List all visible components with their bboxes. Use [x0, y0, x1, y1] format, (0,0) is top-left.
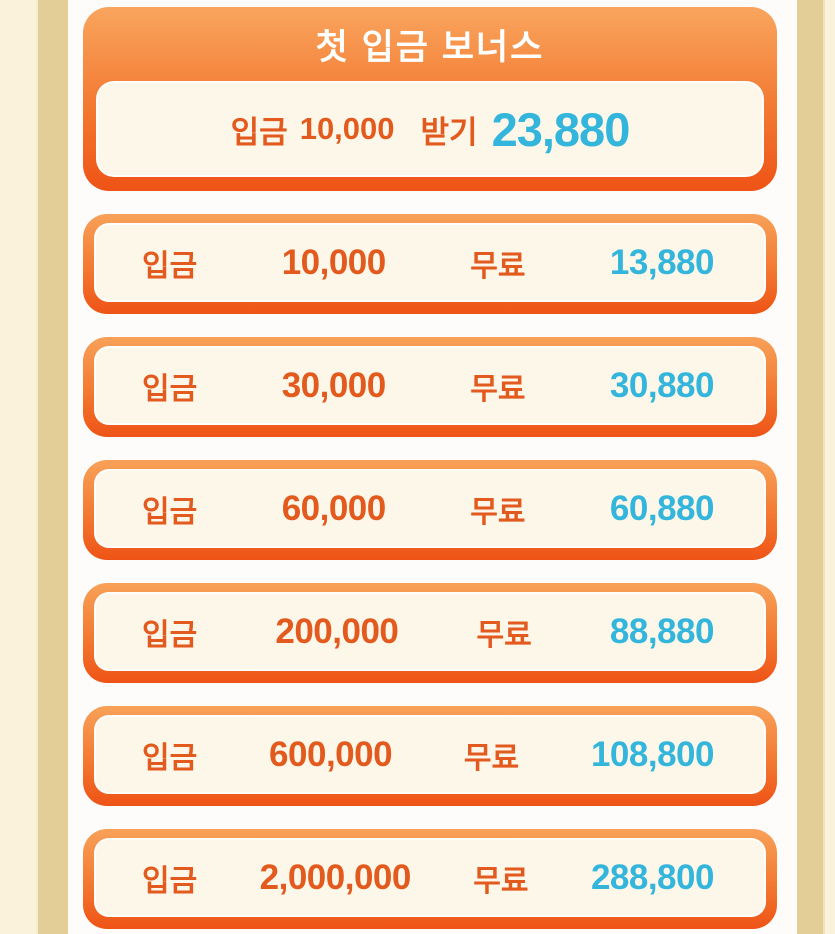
deposit-label: 입금 [142, 741, 198, 775]
deposit-amount: 10,000 [281, 242, 387, 282]
bonus-list: 첫 입금 보너스 입금 10,000 받기 23,880 입금 10,000 무… [83, 0, 777, 929]
deposit-label: 입금 [142, 249, 198, 283]
right-cream-stripe [823, 0, 835, 934]
bonus-tier-row[interactable]: 입금 10,000 무료 13,880 [83, 214, 777, 314]
deposit-label: 입금 [230, 114, 288, 150]
deposit-label: 입금 [142, 864, 198, 898]
bonus-amount: 288,800 [590, 857, 715, 897]
bonus-tier-row-panel: 입금 60,000 무료 60,880 [94, 469, 766, 548]
free-label: 무료 [476, 618, 532, 652]
bonus-tier-row[interactable]: 입금 600,000 무료 108,800 [83, 706, 777, 806]
left-tan-stripe [36, 0, 68, 934]
bonus-tier-row-panel: 입금 10,000 무료 13,880 [94, 223, 766, 302]
bonus-tier-row-panel: 입금 2,000,000 무료 288,800 [94, 838, 766, 917]
bonus-tier-row[interactable]: 입금 60,000 무료 60,880 [83, 460, 777, 560]
deposit-amount: 60,000 [281, 488, 387, 528]
free-label: 무료 [470, 495, 526, 529]
bonus-tier-row[interactable]: 입금 30,000 무료 30,880 [83, 337, 777, 437]
bonus-amount: 23,880 [491, 102, 631, 156]
free-label: 무료 [473, 864, 529, 898]
bonus-amount: 88,880 [609, 611, 715, 651]
page-title: 첫 입금 보너스 [315, 27, 545, 67]
deposit-amount: 10,000 [299, 111, 395, 146]
first-deposit-bonus-card: 첫 입금 보너스 입금 10,000 받기 23,880 [83, 7, 777, 191]
claim-label: 받기 [420, 114, 478, 150]
bonus-amount: 30,880 [609, 365, 715, 405]
deposit-label: 입금 [142, 495, 198, 529]
bonus-amount: 60,880 [609, 488, 715, 528]
free-label: 무료 [470, 249, 526, 283]
bonus-tier-row[interactable]: 입금 200,000 무료 88,880 [83, 583, 777, 683]
deposit-amount: 2,000,000 [259, 857, 412, 897]
deposit-amount: 200,000 [275, 611, 399, 651]
deposit-label: 입금 [142, 618, 198, 652]
bonus-tier-row-panel: 입금 30,000 무료 30,880 [94, 346, 766, 425]
deposit-amount: 30,000 [281, 365, 387, 405]
bonus-tier-row-panel: 입금 200,000 무료 88,880 [94, 592, 766, 671]
bonus-amount: 13,880 [609, 242, 715, 282]
bonus-tier-row-panel: 입금 600,000 무료 108,800 [94, 715, 766, 794]
deposit-amount: 600,000 [269, 734, 393, 774]
left-cream-stripe [0, 0, 36, 934]
bonus-amount: 108,800 [590, 734, 715, 774]
bonus-tier-row[interactable]: 입금 2,000,000 무료 288,800 [83, 829, 777, 929]
claim-first-bonus-button[interactable]: 입금 10,000 받기 23,880 [96, 81, 764, 177]
free-label: 무료 [470, 372, 526, 406]
right-tan-stripe [797, 0, 825, 934]
deposit-label: 입금 [142, 372, 198, 406]
free-label: 무료 [463, 741, 520, 775]
